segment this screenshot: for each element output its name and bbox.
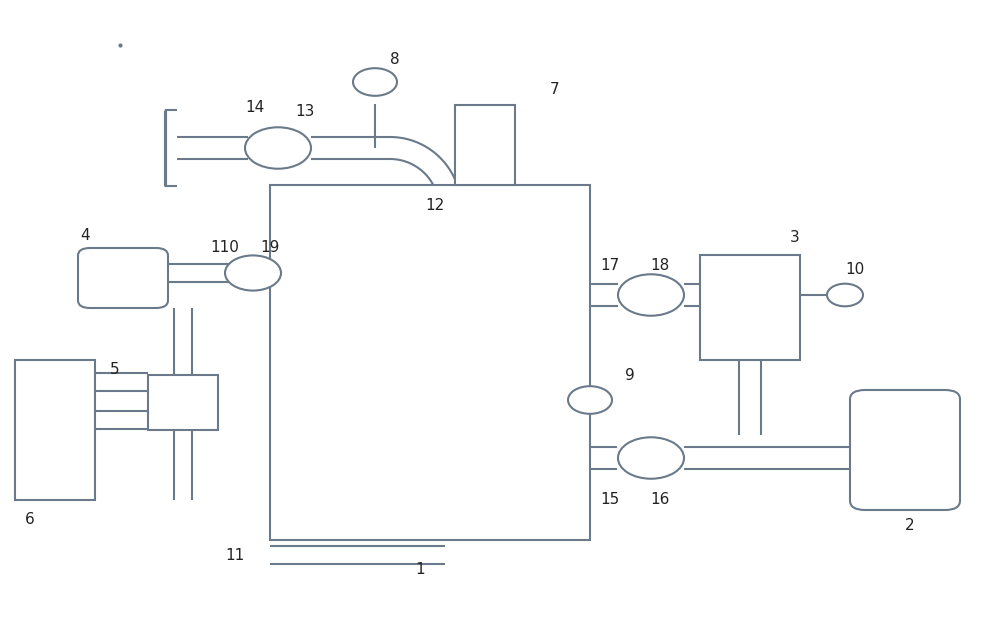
Text: 19: 19 bbox=[260, 241, 280, 256]
Text: 1: 1 bbox=[415, 563, 425, 578]
Text: 6: 6 bbox=[25, 512, 35, 528]
Text: 14: 14 bbox=[245, 100, 265, 116]
Text: 9: 9 bbox=[625, 367, 635, 382]
Circle shape bbox=[618, 437, 684, 479]
Text: 8: 8 bbox=[390, 53, 400, 67]
Circle shape bbox=[827, 284, 863, 306]
FancyBboxPatch shape bbox=[78, 248, 168, 308]
Text: 18: 18 bbox=[650, 257, 670, 273]
Text: 5: 5 bbox=[110, 362, 120, 377]
Circle shape bbox=[225, 256, 281, 291]
Circle shape bbox=[618, 274, 684, 316]
FancyBboxPatch shape bbox=[850, 390, 960, 510]
Bar bbox=[148, 375, 218, 430]
Text: 2: 2 bbox=[905, 517, 915, 533]
Bar bbox=[270, 185, 590, 540]
Circle shape bbox=[568, 386, 612, 414]
Text: 15: 15 bbox=[600, 492, 620, 507]
Text: 110: 110 bbox=[211, 241, 239, 256]
Text: 11: 11 bbox=[225, 548, 245, 563]
Bar bbox=[700, 255, 800, 360]
Text: 16: 16 bbox=[650, 492, 670, 507]
Text: 4: 4 bbox=[80, 227, 90, 242]
Circle shape bbox=[245, 127, 311, 169]
Bar bbox=[15, 360, 95, 500]
Text: 13: 13 bbox=[295, 104, 315, 119]
Bar bbox=[455, 105, 515, 185]
Text: 10: 10 bbox=[845, 263, 865, 278]
Text: 7: 7 bbox=[550, 82, 560, 97]
Text: 3: 3 bbox=[790, 230, 800, 246]
Text: 12: 12 bbox=[425, 197, 445, 212]
Text: 17: 17 bbox=[600, 257, 620, 273]
Circle shape bbox=[353, 68, 397, 96]
